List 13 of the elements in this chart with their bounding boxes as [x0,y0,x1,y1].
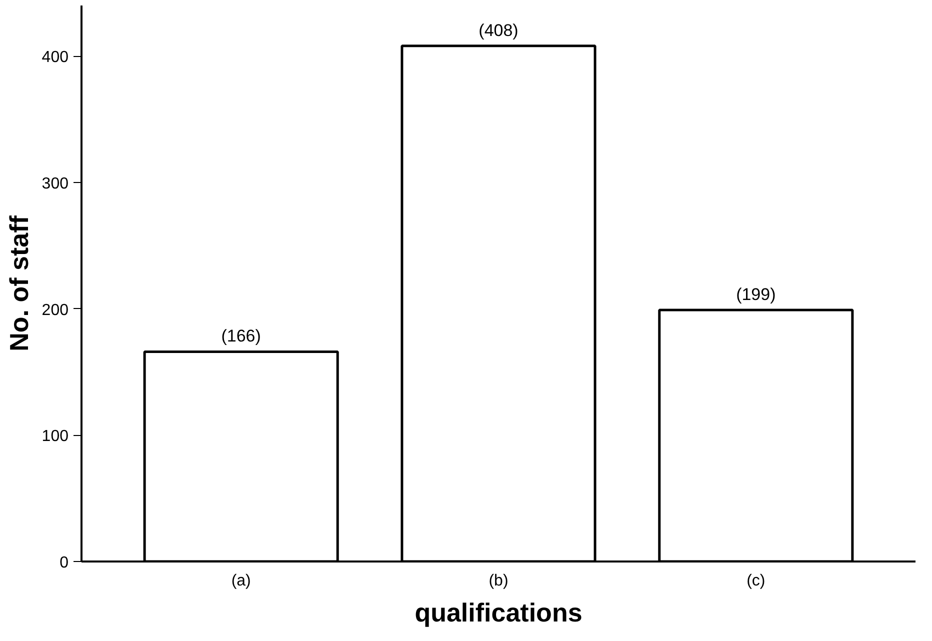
data-label: (408) [478,20,518,40]
y-tick-label: 0 [60,554,69,572]
data-label: (166) [221,326,261,346]
x-tick-label: (a) [231,572,251,590]
x-tick-label: (b) [488,572,508,590]
y-tick-label: 300 [42,175,69,192]
y-axis-title: No. of staff [4,215,34,352]
data-label: (199) [736,285,776,304]
y-tick-label: 200 [42,302,69,319]
x-axis-title: qualifications [414,598,582,628]
y-tick-label: 400 [42,49,69,66]
x-tick-label: (c) [746,572,766,590]
y-tick-label: 100 [42,428,69,446]
